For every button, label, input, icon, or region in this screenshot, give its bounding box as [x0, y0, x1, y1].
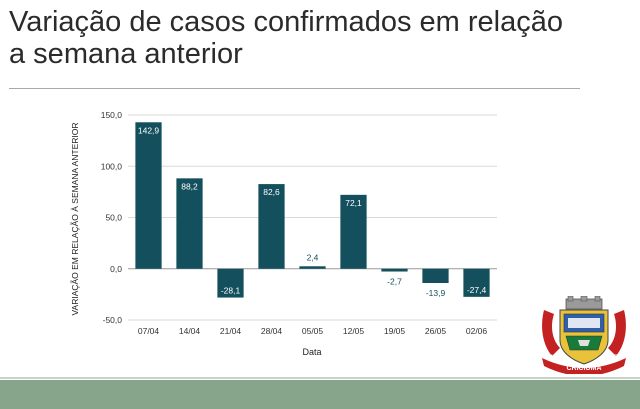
x-tick-labels: 07/04 14/04 21/04 28/04 05/05 12/05 19/05 26/05…: [138, 326, 488, 336]
bar: [176, 178, 203, 269]
crest-year-left: 1880: [550, 355, 564, 361]
bar: [340, 194, 367, 269]
y-tick-label: 100,0: [101, 161, 123, 171]
bar-chart: 150,0 100,0 50,0 0,0 -50,0 142,9 88,2 -28,1 82,…: [70, 110, 497, 357]
x-tick-label: 21/04: [220, 326, 242, 336]
bar-data-label: -28,1: [221, 286, 241, 296]
y-tick-labels: 150,0 100,0 50,0 0,0 -50,0: [101, 110, 123, 325]
bar: [135, 122, 162, 269]
slide-title-line2: a semana anterior: [9, 38, 243, 70]
footer-band: [0, 380, 640, 409]
x-tick-label: 02/06: [466, 326, 488, 336]
x-tick-label: 26/05: [425, 326, 447, 336]
x-axis-label: Data: [302, 347, 321, 357]
bar-data-label: -27,4: [467, 285, 487, 295]
bar-data-label: 88,2: [181, 181, 198, 191]
crest-year-right: 1925: [604, 355, 618, 361]
bar-data-label: 72,1: [345, 198, 362, 208]
x-tick-label: 12/05: [343, 326, 365, 336]
bar: [463, 268, 490, 297]
y-tick-label: 50,0: [105, 213, 122, 223]
chart-bars: [135, 122, 490, 298]
bar-data-label: 82,6: [263, 187, 280, 197]
bar-data-label: -13,9: [426, 288, 446, 298]
crest-name: CRICIÚMA: [567, 363, 602, 372]
y-tick-label: 0,0: [110, 264, 122, 274]
slide-title: Variação de casos confirmados em relação…: [9, 6, 609, 70]
x-tick-label: 14/04: [179, 326, 201, 336]
bar: [217, 268, 244, 298]
y-tick-label: -50,0: [103, 315, 123, 325]
x-tick-label: 19/05: [384, 326, 406, 336]
bar-data-label: 2,4: [307, 252, 319, 262]
bar: [258, 184, 285, 269]
bar-data-label: -2,7: [387, 277, 402, 287]
x-tick-label: 07/04: [138, 326, 160, 336]
title-divider: [9, 88, 580, 89]
footer-divider: [0, 377, 640, 379]
slide-title-line1: Variação de casos confirmados em relação: [9, 6, 563, 38]
bar-data-labels: 142,9 88,2 -28,1 82,6 2,4 72,1 -2,7 -13,9 -27,4: [138, 125, 487, 298]
bar-data-label: 142,9: [138, 125, 160, 135]
bar: [422, 268, 449, 283]
y-axis-label: VARIAÇÃO EM RELAÇÃO À SEMANA ANTERIOR: [70, 122, 80, 315]
bar: [381, 268, 408, 272]
criciuma-crest-logo: 1880 1925 CRICIÚMA: [542, 296, 626, 374]
bar: [299, 266, 326, 269]
x-tick-label: 05/05: [302, 326, 324, 336]
x-tick-label: 28/04: [261, 326, 283, 336]
y-tick-label: 150,0: [101, 110, 123, 120]
